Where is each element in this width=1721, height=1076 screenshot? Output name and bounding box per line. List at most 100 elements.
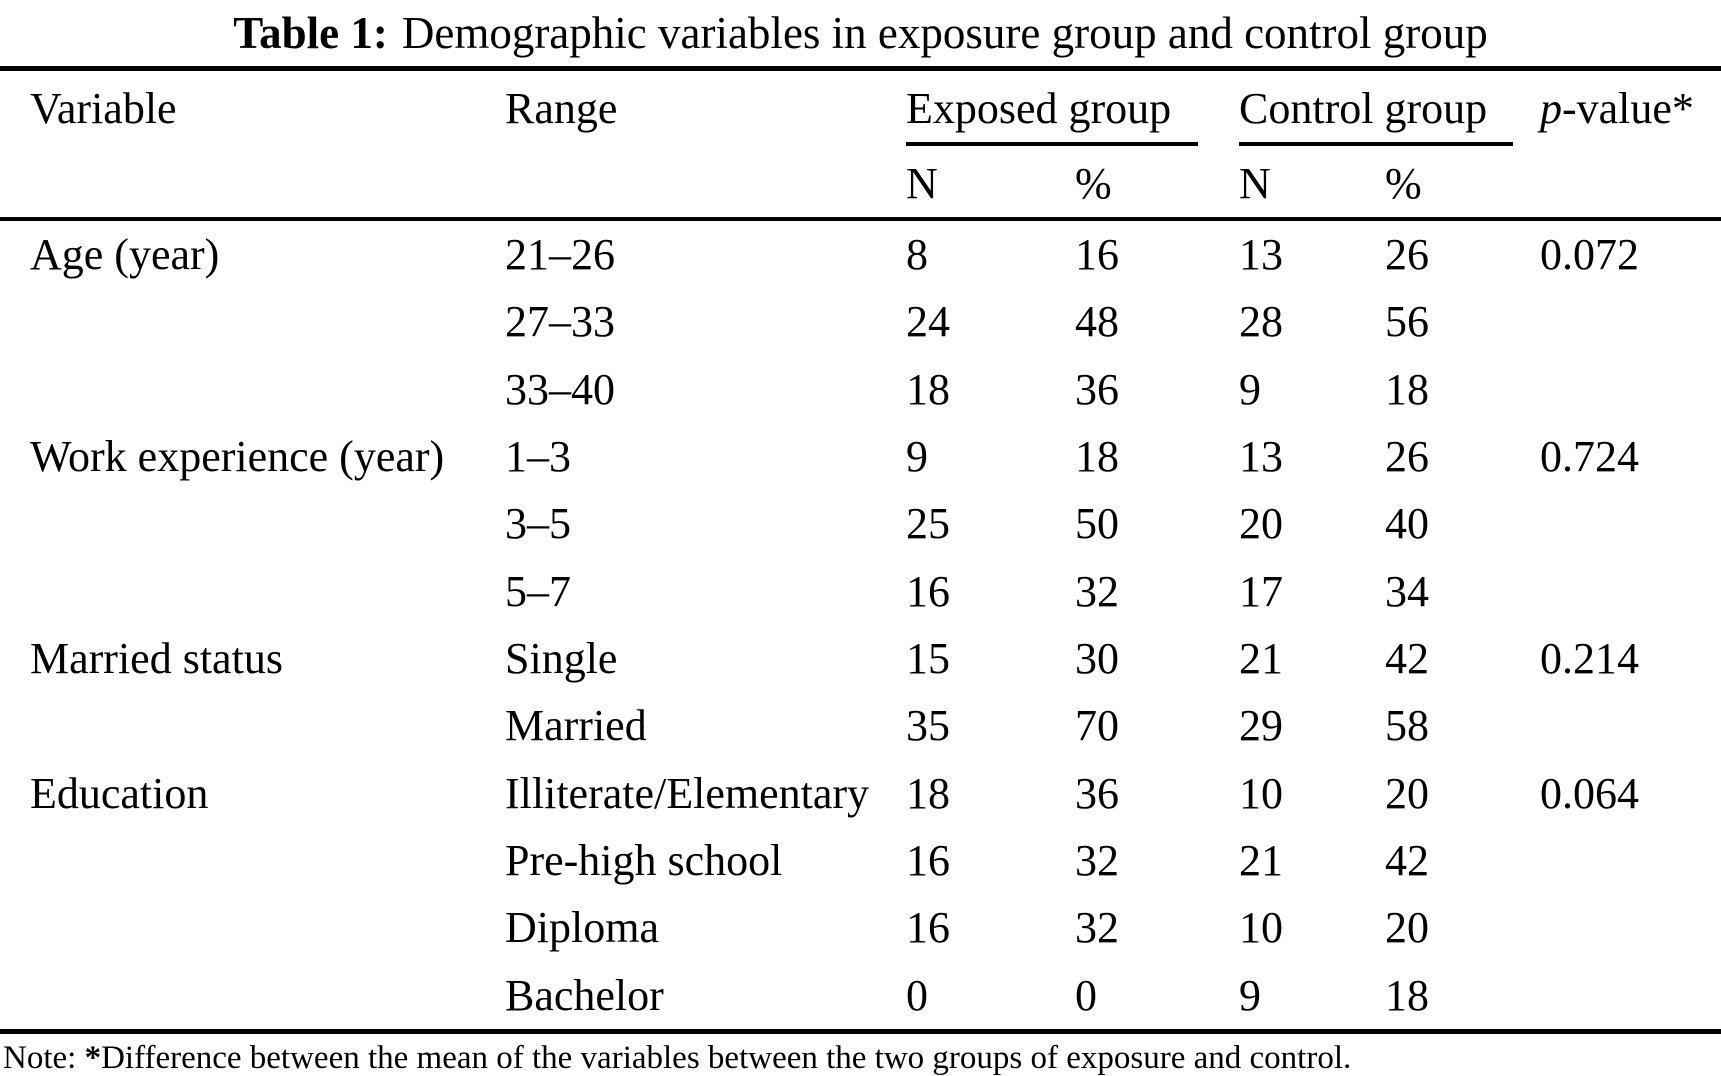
- cell-exposed-n: 9: [906, 431, 928, 481]
- cell-exposed-pct: 32: [1075, 903, 1119, 953]
- cell-exposed-n: 16: [906, 835, 950, 885]
- cell-control-n: 20: [1239, 499, 1283, 549]
- cell-variable: Education: [30, 768, 209, 818]
- subheader-control-n: N: [1239, 159, 1271, 208]
- pvalue-p-italic: p: [1540, 84, 1562, 133]
- table-body: Age (year) 21–26 8 16 13 26 0.072 27–33 …: [0, 221, 1721, 1029]
- table-note: Note: *Difference between the mean of th…: [0, 1034, 1721, 1076]
- note-prefix: Note:: [3, 1039, 85, 1076]
- subheader-exposed-pct: %: [1075, 159, 1112, 208]
- cell-range: Pre-high school: [505, 835, 783, 885]
- cell-pvalue: 0.064: [1540, 768, 1639, 818]
- cell-control-n: 28: [1239, 297, 1283, 347]
- subheader-spacer-pvalue: [1540, 150, 1721, 217]
- cell-exposed-n: 0: [906, 970, 928, 1020]
- table-caption: Table 1: Demographic variables in exposu…: [0, 0, 1721, 66]
- note-asterisk: *: [84, 1039, 102, 1076]
- cell-range: 3–5: [505, 499, 571, 549]
- cell-exposed-n: 16: [906, 566, 950, 616]
- cell-range: Illiterate/Elementary: [505, 768, 870, 818]
- table-caption-number: Table 1:: [233, 8, 388, 58]
- cell-variable: [30, 490, 505, 557]
- cell-exposed-pct: 70: [1075, 701, 1119, 751]
- cell-pvalue: [1540, 827, 1721, 894]
- header-rule: [0, 217, 1721, 221]
- cell-variable: Age (year): [30, 230, 220, 279]
- cell-pvalue: [1540, 558, 1721, 625]
- cell-range: 5–7: [505, 566, 571, 616]
- cell-control-pct: 26: [1385, 431, 1429, 481]
- cell-pvalue: 0.072: [1540, 230, 1639, 279]
- subheader-exposed-n: N: [906, 159, 938, 208]
- top-rule: [0, 66, 1721, 71]
- subheader-spacer-range: [505, 150, 906, 217]
- cell-variable: [30, 356, 505, 423]
- cell-range: Married: [505, 701, 647, 751]
- cell-control-pct: 26: [1385, 230, 1429, 279]
- cell-pvalue: 0.724: [1540, 431, 1639, 481]
- cell-pvalue: 0.214: [1540, 633, 1639, 683]
- cell-range: 27–33: [505, 297, 615, 347]
- column-header-exposed-group: Exposed group: [906, 84, 1239, 146]
- table-row: 3–5 25 50 20 40: [0, 490, 1721, 557]
- table-row: Work experience (year) 1–3 9 18 13 26 0.…: [0, 423, 1721, 490]
- column-header-variable: Variable: [30, 84, 177, 133]
- cell-control-n: 13: [1239, 230, 1283, 279]
- column-header-range: Range: [505, 84, 618, 133]
- cell-exposed-pct: 36: [1075, 364, 1119, 414]
- cell-pvalue: [1540, 490, 1721, 557]
- cell-exposed-n: 16: [906, 903, 950, 953]
- cell-pvalue: [1540, 288, 1721, 355]
- table-row: Education Illiterate/Elementary 18 36 10…: [0, 760, 1721, 827]
- table-row: 5–7 16 32 17 34: [0, 558, 1721, 625]
- cell-exposed-n: 35: [906, 701, 950, 751]
- cell-control-pct: 34: [1385, 566, 1429, 616]
- table-row: 27–33 24 48 28 56: [0, 288, 1721, 355]
- cell-exposed-n: 18: [906, 364, 950, 414]
- cell-exposed-pct: 36: [1075, 768, 1119, 818]
- cell-control-pct: 20: [1385, 903, 1429, 953]
- cell-exposed-pct: 18: [1075, 431, 1119, 481]
- cell-pvalue: [1540, 962, 1721, 1029]
- cell-exposed-n: 25: [906, 499, 950, 549]
- cell-variable: Work experience (year): [30, 431, 445, 481]
- cell-control-pct: 42: [1385, 835, 1429, 885]
- cell-exposed-n: 18: [906, 768, 950, 818]
- cell-control-pct: 40: [1385, 499, 1429, 549]
- cell-control-n: 21: [1239, 633, 1283, 683]
- cell-control-pct: 56: [1385, 297, 1429, 347]
- cell-control-pct: 18: [1385, 364, 1429, 414]
- cell-exposed-pct: 48: [1075, 297, 1119, 347]
- cell-pvalue: [1540, 356, 1721, 423]
- subheader-control-pct: %: [1385, 159, 1422, 208]
- cell-exposed-pct: 32: [1075, 566, 1119, 616]
- exposed-group-label: Exposed group: [906, 84, 1198, 146]
- cell-control-n: 9: [1239, 970, 1261, 1020]
- cell-control-pct: 18: [1385, 970, 1429, 1020]
- cell-variable: Married status: [30, 633, 283, 683]
- cell-variable: [30, 827, 505, 894]
- bottom-rule: [0, 1028, 1721, 1034]
- cell-variable: [30, 288, 505, 355]
- table-subheader-row: N % N %: [0, 150, 1721, 217]
- table-row: Bachelor 0 0 9 18: [0, 962, 1721, 1029]
- cell-exposed-pct: 32: [1075, 835, 1119, 885]
- cell-range: Bachelor: [505, 970, 664, 1020]
- cell-variable: [30, 558, 505, 625]
- table-row: 33–40 18 36 9 18: [0, 356, 1721, 423]
- cell-exposed-n: 24: [906, 297, 950, 347]
- column-header-pvalue: p-value*: [1540, 84, 1721, 134]
- cell-control-pct: 58: [1385, 701, 1429, 751]
- cell-range: 1–3: [505, 431, 571, 481]
- cell-range: 33–40: [505, 364, 615, 414]
- cell-variable: [30, 692, 505, 759]
- pvalue-rest: -value*: [1562, 84, 1694, 133]
- note-text: Difference between the mean of the varia…: [101, 1039, 1352, 1076]
- table-caption-text: Demographic variables in exposure group …: [401, 8, 1488, 58]
- cell-exposed-n: 15: [906, 633, 950, 683]
- control-group-label: Control group: [1239, 84, 1513, 146]
- cell-control-pct: 42: [1385, 633, 1429, 683]
- cell-control-n: 10: [1239, 903, 1283, 953]
- table-row: Diploma 16 32 10 20: [0, 894, 1721, 961]
